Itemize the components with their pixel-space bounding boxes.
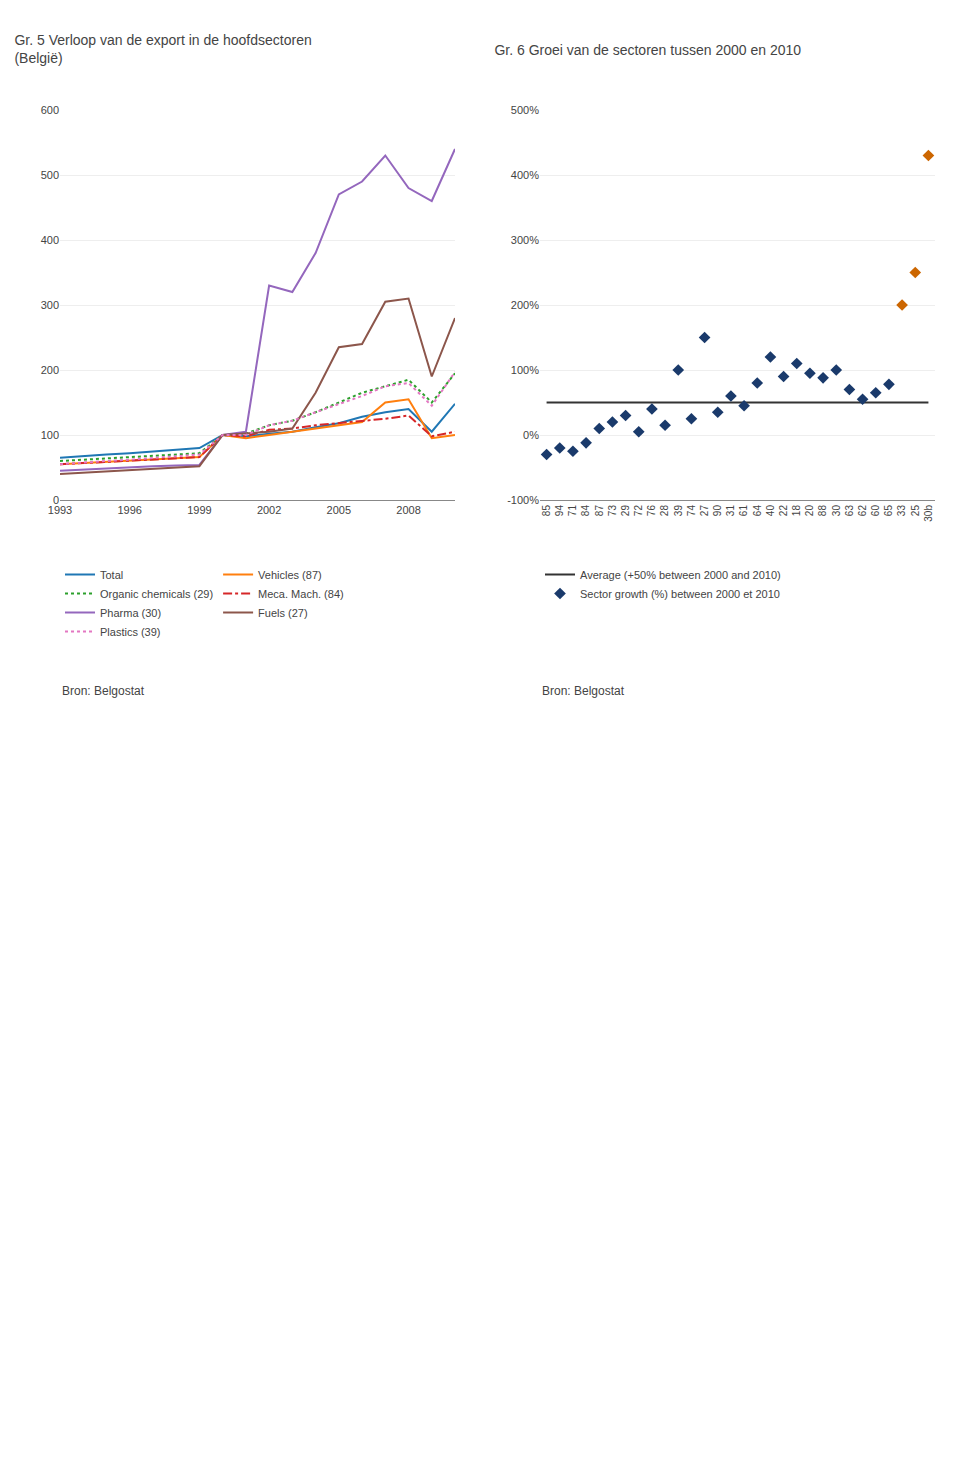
svg-text:31: 31 bbox=[725, 505, 736, 517]
svg-text:60: 60 bbox=[870, 505, 881, 517]
svg-text:85: 85 bbox=[541, 505, 552, 517]
svg-text:20: 20 bbox=[804, 505, 815, 517]
svg-text:33: 33 bbox=[896, 505, 907, 517]
svg-text:0: 0 bbox=[53, 494, 59, 506]
svg-text:72: 72 bbox=[633, 505, 644, 517]
svg-text:Pharma (30): Pharma (30) bbox=[100, 607, 161, 619]
svg-text:30b: 30b bbox=[923, 505, 934, 522]
svg-text:94: 94 bbox=[554, 505, 565, 517]
svg-text:39: 39 bbox=[673, 505, 684, 517]
svg-text:300: 300 bbox=[41, 299, 59, 311]
svg-text:1993: 1993 bbox=[48, 504, 72, 516]
svg-text:2005: 2005 bbox=[327, 504, 351, 516]
svg-text:Bron: Belgostat: Bron: Belgostat bbox=[62, 684, 145, 698]
svg-text:88: 88 bbox=[817, 505, 828, 517]
svg-text:-100%: -100% bbox=[507, 494, 539, 506]
svg-text:400%: 400% bbox=[511, 169, 539, 181]
svg-text:84: 84 bbox=[580, 505, 591, 517]
svg-text:600: 600 bbox=[41, 104, 59, 116]
svg-text:63: 63 bbox=[844, 505, 855, 517]
svg-text:27: 27 bbox=[699, 505, 710, 517]
svg-text:40: 40 bbox=[765, 505, 776, 517]
svg-text:Sector growth (%) between 2000: Sector growth (%) between 2000 et 2010 bbox=[580, 588, 780, 600]
svg-text:Total: Total bbox=[100, 569, 123, 581]
svg-text:18: 18 bbox=[791, 505, 802, 517]
svg-text:Vehicles (87): Vehicles (87) bbox=[258, 569, 322, 581]
svg-text:30: 30 bbox=[831, 505, 842, 517]
svg-text:300%: 300% bbox=[511, 234, 539, 246]
svg-text:62: 62 bbox=[857, 505, 868, 517]
svg-text:Plastics (39): Plastics (39) bbox=[100, 626, 161, 638]
svg-text:61: 61 bbox=[738, 505, 749, 517]
svg-text:28: 28 bbox=[659, 505, 670, 517]
svg-text:Fuels (27): Fuels (27) bbox=[258, 607, 308, 619]
svg-text:200: 200 bbox=[41, 364, 59, 376]
svg-text:1999: 1999 bbox=[187, 504, 211, 516]
svg-text:100: 100 bbox=[41, 429, 59, 441]
svg-text:100%: 100% bbox=[511, 364, 539, 376]
svg-text:74: 74 bbox=[686, 505, 697, 517]
svg-text:22: 22 bbox=[778, 505, 789, 517]
svg-text:Bron: Belgostat: Bron: Belgostat bbox=[542, 684, 625, 698]
svg-text:200%: 200% bbox=[511, 299, 539, 311]
svg-text:Gr. 6 Groei van de sectoren tu: Gr. 6 Groei van de sectoren tussen 2000 … bbox=[494, 42, 801, 58]
svg-text:400: 400 bbox=[41, 234, 59, 246]
svg-text:90: 90 bbox=[712, 505, 723, 517]
svg-text:65: 65 bbox=[883, 505, 894, 517]
svg-text:500%: 500% bbox=[511, 104, 539, 116]
svg-text:Meca. Mach. (84): Meca. Mach. (84) bbox=[258, 588, 344, 600]
svg-text:2008: 2008 bbox=[396, 504, 420, 516]
svg-text:1996: 1996 bbox=[117, 504, 141, 516]
svg-text:0%: 0% bbox=[523, 429, 539, 441]
svg-text:71: 71 bbox=[567, 505, 578, 517]
svg-text:87: 87 bbox=[594, 505, 605, 517]
svg-text:2002: 2002 bbox=[257, 504, 281, 516]
svg-text:25: 25 bbox=[910, 505, 921, 517]
svg-text:Average (+50% between 2000 and: Average (+50% between 2000 and 2010) bbox=[580, 569, 781, 581]
svg-text:Organic chemicals (29): Organic chemicals (29) bbox=[100, 588, 213, 600]
svg-text:64: 64 bbox=[752, 505, 763, 517]
svg-text:500: 500 bbox=[41, 169, 59, 181]
svg-text:29: 29 bbox=[620, 505, 631, 517]
svg-text:76: 76 bbox=[646, 505, 657, 517]
svg-text:73: 73 bbox=[607, 505, 618, 517]
svg-text:Gr. 5 Verloop van de export in: Gr. 5 Verloop van de export in de hoofds… bbox=[14, 32, 311, 66]
